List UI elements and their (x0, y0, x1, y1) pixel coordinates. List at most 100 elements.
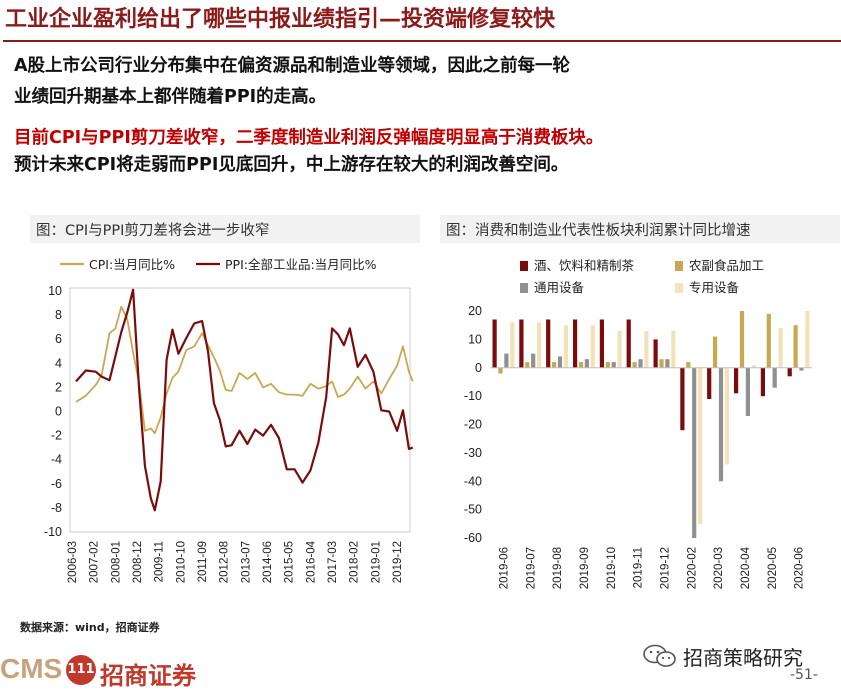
bar (605, 362, 610, 368)
right-legend-swatch (675, 261, 683, 271)
bar (724, 367, 729, 465)
left-x-tick-label: 2006-03 (67, 541, 79, 583)
ppi-line (75, 288, 414, 512)
left-x-tick-label: 2008-01 (110, 541, 122, 583)
right-x-tick-label: 2019-12 (659, 547, 671, 589)
right-y-tick-label: -50 (464, 503, 482, 517)
bar (584, 359, 589, 368)
bar (760, 367, 765, 397)
bar (644, 330, 649, 368)
bar (751, 364, 756, 368)
bar (686, 362, 691, 368)
right-x-tick-label: 2019-10 (606, 547, 618, 589)
bar (531, 353, 536, 368)
bar (510, 322, 515, 368)
wechat-icon (643, 644, 676, 667)
right-chart-title: 图：消费和制造业代表性板块利润累计同比增速 (446, 223, 751, 239)
cpi-line (75, 305, 414, 435)
right-x-tick-label: 2020-02 (686, 547, 698, 589)
left-x-tick-label: 2012-08 (219, 541, 231, 583)
bar (766, 313, 771, 368)
bar (659, 359, 664, 368)
left-y-tick-label: -4 (51, 453, 62, 467)
left-y-tick-label: 2 (55, 380, 62, 394)
bar (698, 367, 703, 524)
logo-company-name: 招商证券 (100, 662, 196, 690)
right-x-tick-label: 2019-06 (498, 547, 510, 589)
bar (626, 319, 631, 368)
logo-cms-text: CMS (0, 653, 63, 684)
bar (692, 367, 697, 539)
right-legend-swatch (520, 283, 528, 293)
left-x-tick-label: 2007-02 (89, 541, 101, 583)
body-line-3: 目前CPI与PPI剪刀差收窄，二季度制造业利润反弹幅度明显高于消费板块。 (14, 128, 604, 148)
bar (707, 367, 712, 399)
data-source: 数据来源：wind，招商证券 (20, 621, 160, 634)
left-chart-title-bg (30, 215, 420, 243)
right-y-tick-label: -40 (464, 474, 482, 488)
bar (778, 328, 783, 368)
bar (671, 330, 676, 368)
right-legend-label: 专用设备 (689, 280, 740, 295)
bar (599, 319, 604, 368)
body-line-4: 预计未来CPI将走弱而PPI见底回升，中上游存在较大的利润改善空间。 (14, 155, 569, 175)
left-y-tick-label: 6 (55, 332, 62, 346)
left-x-tick-label: 2010-10 (175, 541, 187, 583)
right-y-tick-label: 20 (468, 304, 482, 318)
left-x-tick-label: 2009-11 (154, 541, 166, 582)
right-legend-swatch (520, 261, 528, 271)
bar (563, 325, 568, 368)
bar (805, 311, 810, 368)
right-legend-label: 酒、饮料和精制茶 (534, 258, 635, 273)
bar (519, 319, 524, 368)
left-y-tick-label: -6 (51, 477, 62, 491)
left-y-tick-label: 0 (55, 405, 62, 419)
bar (504, 353, 509, 368)
right-y-tick-label: -60 (464, 531, 482, 545)
bar (537, 322, 542, 368)
bar (653, 339, 658, 368)
right-x-tick-label: 2020-04 (740, 546, 752, 589)
left-x-tick-label: 2015-05 (284, 541, 296, 583)
bar (525, 362, 530, 368)
bar (734, 367, 739, 394)
left-chart-title: 图：CPI与PPI剪刀差将会进一步收窄 (36, 223, 270, 239)
left-x-tick-label: 2008-12 (132, 541, 144, 583)
right-x-tick-label: 2020-03 (713, 547, 725, 589)
left-x-tick-label: 2013-07 (240, 541, 252, 583)
left-legend-label: PPI:全部工业品:当月同比% (225, 257, 377, 272)
right-legend-swatch (675, 283, 683, 293)
right-y-tick-label: -10 (464, 389, 482, 403)
bar (546, 319, 551, 368)
left-plot-frame (69, 287, 411, 533)
right-legend-label: 通用设备 (534, 280, 585, 295)
bar (745, 367, 750, 416)
right-x-tick-label: 2019-07 (525, 547, 537, 589)
right-x-tick-label: 2019-11 (633, 547, 645, 588)
left-legend-label: CPI:当月同比% (89, 257, 175, 272)
bar (557, 356, 563, 368)
page-number: -51- (790, 667, 818, 683)
bar (552, 362, 557, 368)
bar (573, 319, 578, 368)
left-x-tick-label: 2011-09 (197, 541, 209, 582)
left-x-tick-label: 2017-03 (327, 541, 339, 583)
bar (713, 336, 718, 368)
bar (772, 367, 777, 388)
left-y-tick-label: 10 (48, 284, 62, 298)
bar (590, 325, 595, 368)
left-y-tick-label: -2 (51, 429, 62, 443)
wechat-name: 招商策略研究 (683, 646, 803, 670)
right-y-tick-label: 10 (468, 332, 482, 346)
bar (665, 359, 670, 368)
bar (739, 311, 745, 368)
left-x-tick-label: 2014-06 (262, 541, 274, 583)
left-x-tick-label: 2018-02 (349, 541, 361, 583)
left-x-tick-label: 2019-01 (370, 541, 382, 583)
left-y-tick-label: -8 (51, 501, 62, 515)
left-x-tick-label: 2019-12 (392, 541, 404, 583)
bar (787, 367, 792, 377)
bar (578, 362, 584, 368)
bar (638, 359, 643, 368)
